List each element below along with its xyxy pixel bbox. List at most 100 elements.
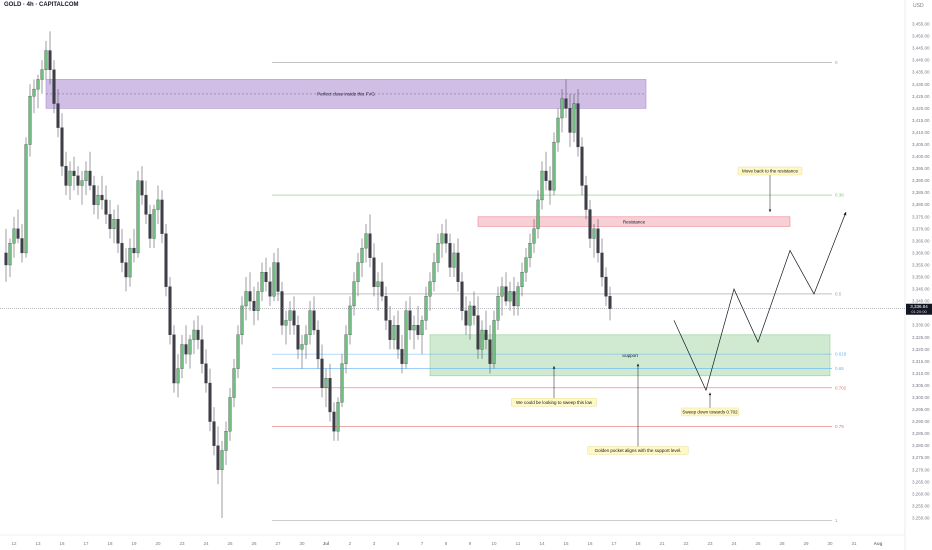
candle-body [168,286,172,335]
candle-body [504,286,508,302]
x-tick-label: 29 [803,541,809,546]
candle-body [388,320,392,340]
zone-label-fvg: Perfect close inside this FVG [317,92,375,97]
annotation-text-1: We could be looking to sweep this low [516,400,593,405]
candle-body [304,334,308,345]
x-tick-label: 14 [539,541,545,546]
candle-body [100,194,104,201]
y-tick-label: 3,370.00 [912,226,930,231]
x-tick-label: 25 [755,541,761,546]
candle-body [480,329,484,350]
x-tick-label: 8 [445,541,448,546]
candle-body [292,310,296,326]
time-axis: 12 13 16 17 18 19 20 23 24 25 26 27 30 Jul 2 3 4 7 8 9 10 11 1… [0,534,905,546]
candle-body [176,368,180,384]
candle-body [152,209,156,239]
candle-body [496,296,500,321]
candle-body [592,228,596,239]
candle-body [492,320,496,364]
y-tick-label: 3,390.00 [912,178,930,183]
x-tick-label: 7 [421,541,424,546]
candle-body [320,358,324,389]
fib-label: 1 [835,518,838,523]
candle-body [120,243,124,263]
candle-body [296,325,300,350]
candle-body [264,272,268,282]
candle-body [376,281,380,287]
candle-body [68,170,72,186]
candle-body [412,325,416,331]
candle-body [408,310,412,331]
zones-layer: Perfect close inside this FVG Resistance S… [45,79,831,377]
candle-body [256,291,260,311]
candle-body [224,431,228,451]
candle-body [108,214,112,229]
y-tick-label: 3,445.00 [912,46,930,51]
candle-body [576,103,580,148]
y-tick-label: 3,255.00 [912,503,930,508]
x-tick-label: 24 [203,541,209,546]
y-tick-label: 3,440.00 [912,58,930,63]
candle-body [360,247,364,263]
annotation-arrowhead [552,366,556,369]
y-tick-label: 3,410.00 [912,130,930,135]
x-tick-label: 11 [516,541,521,546]
y-tick-label: 3,285.00 [912,431,930,436]
y-tick-label: 3,350.00 [912,275,930,280]
candle-body [508,291,512,302]
annotation-box [681,407,740,417]
candle-body [588,209,592,239]
annotation-arrowhead [768,209,772,212]
x-tick-label: 30 [299,541,305,546]
x-tick-label: 4 [397,541,400,546]
y-tick-label: 3,295.00 [912,407,930,412]
x-tick-label: Jul [323,541,330,546]
annotation-arrowhead [636,363,640,367]
y-tick-label: 3,360.00 [912,250,930,255]
candle-body [500,286,504,297]
candle-body [312,310,316,331]
candle-body [140,180,144,196]
candle-body [608,296,612,309]
y-tick-label: 3,455.00 [912,22,930,27]
candles-layer [4,31,612,518]
y-tick-label: 3,330.00 [912,323,930,328]
candle-body [356,262,360,282]
annotation-text-0: Move back to the resistance [742,169,799,174]
zone-resistance [477,216,791,227]
candle-body [380,281,384,297]
y-tick-label: 3,315.00 [912,359,930,364]
fib-label: 0.65 [835,366,844,371]
y-tick-label: 3,405.00 [912,142,930,147]
candle-body [136,180,140,254]
candle-body [232,368,236,398]
candle-body [276,262,280,292]
candle-body [200,339,204,364]
x-tick-label: 16 [59,541,65,546]
candle-body [396,325,400,350]
y-tick-label: 3,300.00 [912,395,930,400]
candle-body [604,276,608,297]
candle-body [228,397,232,432]
candle-body [96,194,100,205]
x-tick-label: 30 [827,541,833,546]
x-tick-label: 2 [349,541,352,546]
candle-body [444,233,448,244]
fib-label: 0.38 [835,193,844,198]
candle-body [432,262,436,282]
candle-body [212,421,216,446]
projection-layer [673,211,847,392]
candle-body [316,329,320,360]
y-tick-label: 3,375.00 [912,214,930,219]
x-tick-label: 27 [275,541,281,546]
current-price-badge [906,303,932,315]
current-price-value: 3,336.84 [910,304,928,309]
y-tick-label: 3,385.00 [912,190,930,195]
candle-body [116,219,120,244]
annotations-layer: Move back to the resistance We could be l… [511,166,803,455]
candle-body [596,228,600,254]
candle-body [184,344,188,355]
candle-body [244,291,248,307]
fib-label: 0.618 [835,352,847,357]
